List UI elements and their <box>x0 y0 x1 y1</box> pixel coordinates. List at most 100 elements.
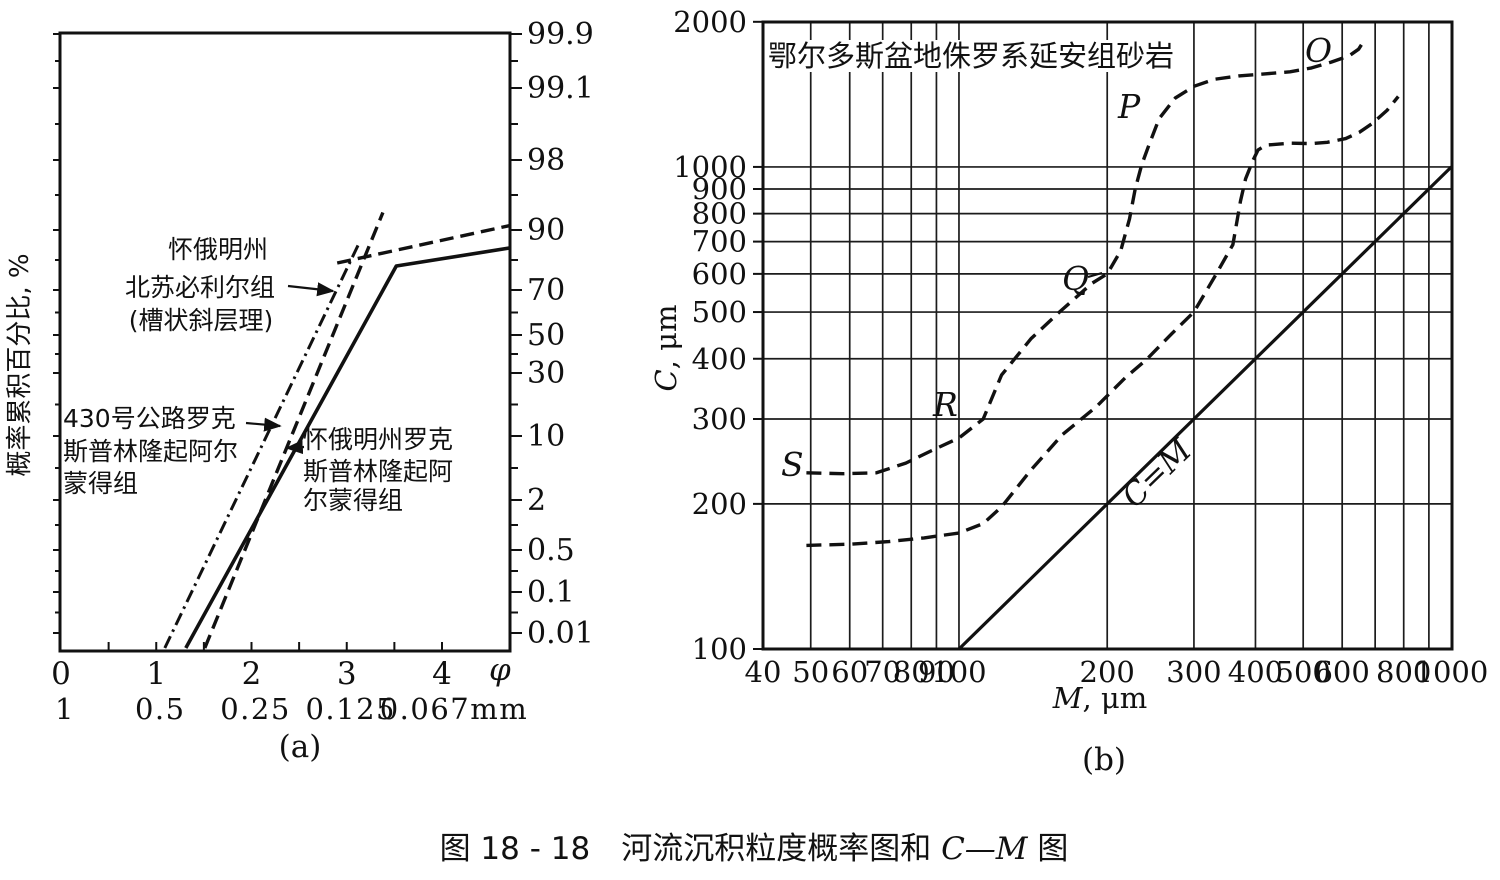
plot-b-title: 鄂尔多斯盆地侏罗系延安组砂岩 <box>768 39 1174 73</box>
plot-a-sublabel: (a) <box>279 729 322 765</box>
curve-label-Q: Q <box>1062 259 1089 298</box>
probability-axis-tick-label: 30 <box>527 356 565 391</box>
figure-caption-text: 河流沉积粒度概率图和 <box>621 831 941 867</box>
phi-tick-label: 2 <box>242 656 262 692</box>
m-axis-tick-label: 600 <box>1314 655 1369 689</box>
probability-axis-tick-label: 99.1 <box>527 71 594 106</box>
plot-a-phi-symbol: φ <box>489 652 511 688</box>
annotation-arrow-highway430 <box>245 417 282 432</box>
figure-caption-number: 图 18 - 18 <box>440 831 622 867</box>
annotation-highway430-line1: 430号公路罗克 <box>63 404 236 433</box>
curve-label-P: P <box>1117 87 1141 126</box>
plot-b-x-axis-var: M <box>1052 681 1084 715</box>
m-axis-tick-label: 1000 <box>1415 655 1489 689</box>
c-axis-tick-label: 800 <box>692 197 747 231</box>
phi-tick-label: 1 <box>146 656 166 692</box>
figure-caption-cm: C—M <box>941 831 1029 867</box>
m-axis-tick-label: 200 <box>1080 655 1135 689</box>
annotation-arrow-north-superior <box>287 282 335 297</box>
figure-caption-suffix: 图 <box>1028 831 1069 867</box>
m-axis-tick-label: 800 <box>1376 655 1431 689</box>
m-axis-tick-label: 70 <box>864 655 901 689</box>
m-axis-tick-label: 400 <box>1228 655 1283 689</box>
annotation-highway430-line3: 蒙得组 <box>63 469 138 498</box>
plot-b-series <box>806 39 1453 651</box>
m-axis-tick-label: 80 <box>893 655 930 689</box>
annotation-highway430-line2: 斯普林隆起阿尔 <box>63 437 238 466</box>
probability-axis-tick-label: 70 <box>527 273 565 308</box>
figure-caption: 图 18 - 18 河流沉积粒度概率图和 C—M 图 <box>440 831 1069 867</box>
annotation-rock-springs-line2: 斯普林隆起阿 <box>303 457 453 486</box>
plot-a-series <box>163 211 510 649</box>
annotation-rock-springs-line3: 尔蒙得组 <box>303 486 403 515</box>
series-upper-envelope-S-R-Q-P-O <box>806 39 1366 476</box>
c-axis-tick-label: 1000 <box>673 150 747 184</box>
c-axis-tick-label: 500 <box>692 295 747 329</box>
c-axis-tick-label: 100 <box>692 632 747 666</box>
c-axis-tick-label: 900 <box>692 172 747 206</box>
annotation-arrow-rock-springs <box>285 440 305 455</box>
plot-a-frame <box>58 31 512 653</box>
c-axis-tick-label: 400 <box>692 342 747 376</box>
plot-b-x-axis-unit: , μm <box>1082 681 1147 715</box>
c-axis-tick-label: 2000 <box>673 5 747 39</box>
c-axis-tick-label: 200 <box>692 487 747 521</box>
m-axis-tick-label: 50 <box>792 655 829 689</box>
plot-b-frame <box>761 20 1454 651</box>
c-axis-tick-label: 600 <box>692 257 747 291</box>
probability-axis-tick-label: 0.01 <box>527 616 594 651</box>
series-dash-dot <box>163 244 360 649</box>
m-axis-tick-label: 60 <box>831 655 868 689</box>
c-axis-tick-label: 700 <box>692 225 747 259</box>
probability-axis-tick-label: 0.1 <box>527 575 575 610</box>
c-axis-tick-label: 300 <box>692 402 747 436</box>
probability-axis-tick-label: 90 <box>527 213 565 248</box>
probability-axis-tick-label: 99.9 <box>527 17 594 52</box>
m-axis-tick-label: 100 <box>931 655 986 689</box>
curve-label-Q-pointer <box>1087 272 1103 278</box>
annotation-north-superior-line3: (槽状斜层理) <box>129 306 274 335</box>
mm-tick-label: 0.5 <box>135 692 186 726</box>
curve-label-CM: C=M <box>1115 432 1199 515</box>
series-lower-envelope <box>806 95 1400 548</box>
plot-b-y-axis-var: C <box>649 369 683 391</box>
phi-tick-label: 0 <box>51 656 71 692</box>
plot-a-y-axis-title: 概率累积百分比, % <box>5 253 35 476</box>
plot-b-grid <box>763 22 1452 649</box>
phi-tick-label: 3 <box>337 656 357 692</box>
probability-axis-tick-label: 50 <box>527 318 565 353</box>
mm-tick-label: 0.125 <box>305 692 396 726</box>
plot-b-y-axis-unit: , μm <box>649 305 683 370</box>
probability-axis-tick-label: 10 <box>527 419 565 454</box>
curve-label-O: O <box>1305 31 1332 70</box>
curve-label-R: R <box>932 385 958 424</box>
annotation-north-superior-line2: 北苏必利尔组 <box>125 273 275 302</box>
probability-axis-tick-label: 0.5 <box>527 533 575 568</box>
curve-label-S: S <box>781 445 804 484</box>
mm-tick-label: 1 <box>55 692 75 726</box>
m-axis-tick-label: 40 <box>745 655 782 689</box>
probability-axis-tick-label: 98 <box>527 143 565 178</box>
series-dashed <box>336 223 510 265</box>
m-axis-tick-label: 90 <box>918 655 955 689</box>
plot-b-y-axis-title: C, μm <box>649 305 683 392</box>
plot-b-sublabel: (b) <box>1082 742 1126 778</box>
phi-tick-label: 4 <box>432 656 452 692</box>
series-C=M-line <box>957 165 1453 651</box>
annotation-north-superior-line1: 怀俄明州 <box>168 235 268 264</box>
plot-b-title-background <box>765 40 1173 72</box>
mm-tick-label: 0.25 <box>220 692 291 726</box>
mm-tick-label: 0.067mm <box>380 692 529 726</box>
annotation-rock-springs-line1: 怀俄明州罗克 <box>303 425 453 454</box>
m-axis-tick-label: 500 <box>1276 655 1331 689</box>
series-solid <box>184 246 510 649</box>
m-axis-tick-label: 300 <box>1166 655 1221 689</box>
series-dashed <box>203 211 385 649</box>
plot-b-x-axis-title: M, μm <box>1052 681 1148 715</box>
probability-axis-tick-label: 2 <box>527 483 546 518</box>
